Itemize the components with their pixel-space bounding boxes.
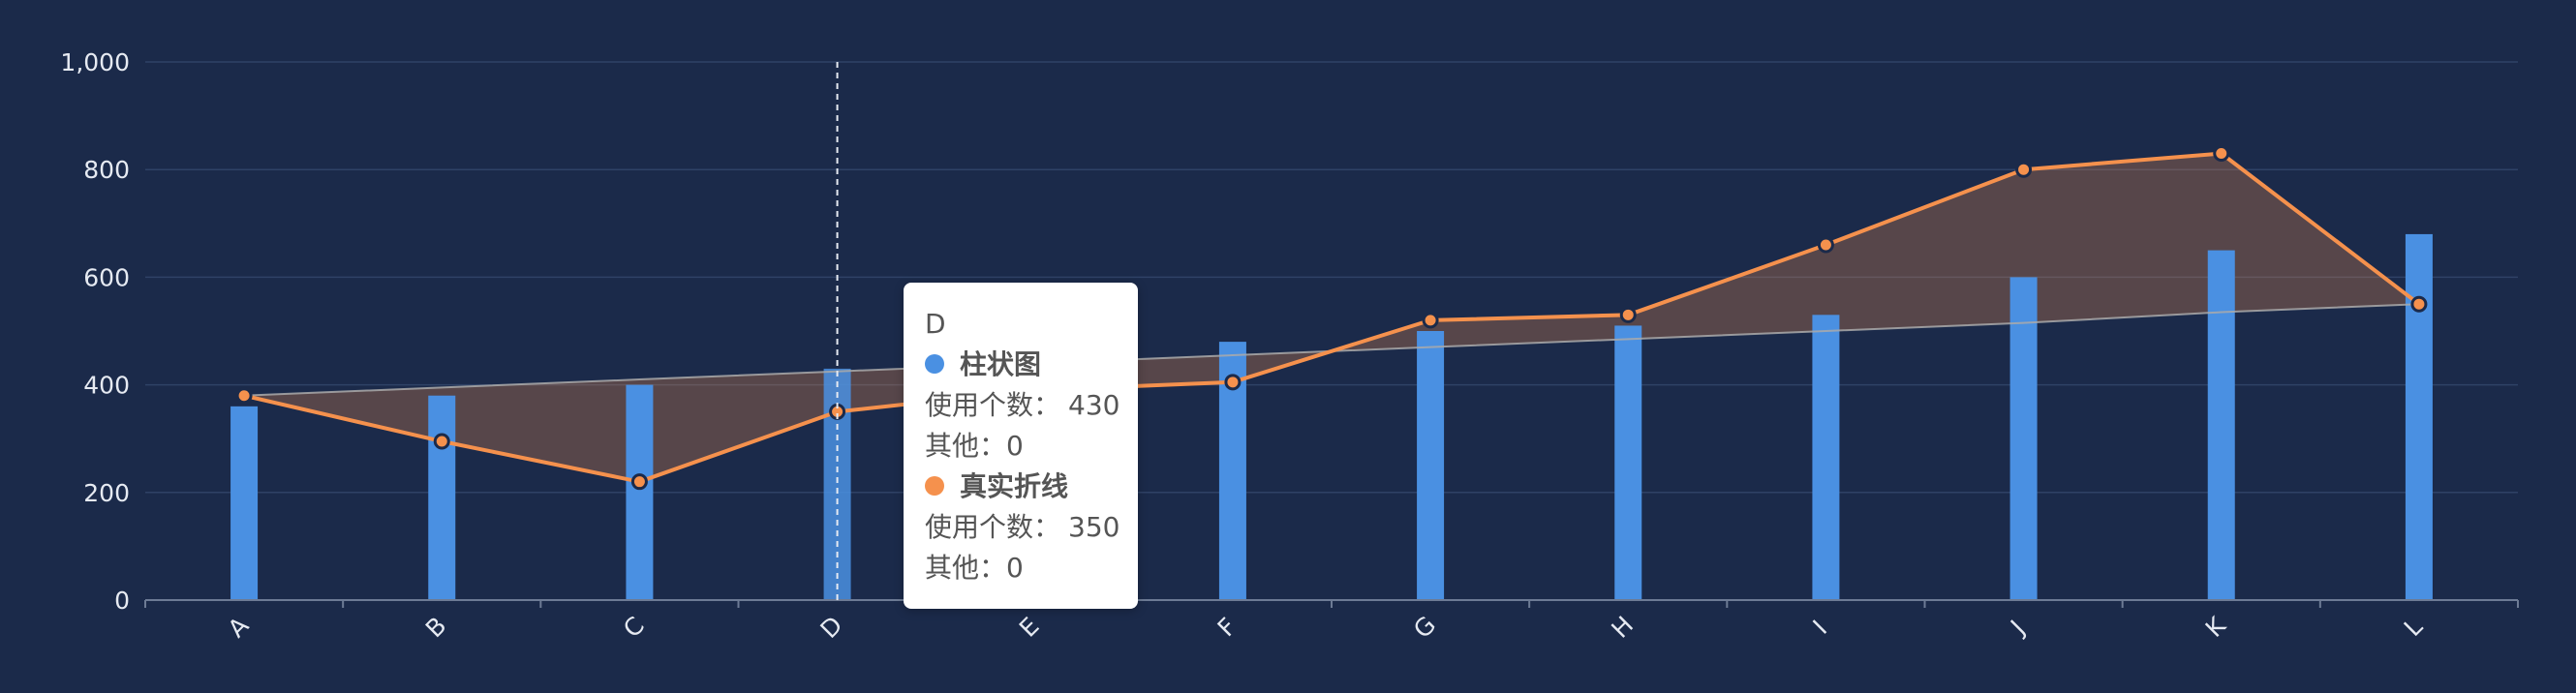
tooltip-line: 使用个数： 350	[925, 507, 1138, 548]
tooltip-label: 使用个数：	[925, 389, 1061, 421]
x-tick-label: D	[815, 611, 848, 644]
tooltip-series-line: 真实折线	[925, 467, 1138, 507]
tooltip-line: 其他：0	[925, 548, 1138, 588]
bar	[626, 384, 654, 600]
bar	[1812, 315, 1840, 600]
line-point	[1619, 306, 1637, 323]
tooltip-value: 350	[1068, 511, 1120, 543]
x-axis	[144, 599, 2519, 608]
tooltip-series-name: 真实折线	[960, 470, 1069, 502]
x-tick-label: L	[2399, 613, 2428, 642]
y-tick-label: 400	[83, 372, 130, 400]
line-point	[1817, 236, 1834, 254]
difference-area-shape	[244, 153, 2419, 482]
line-point	[630, 473, 648, 491]
line-legend-dot-icon	[925, 476, 944, 496]
bar	[428, 395, 456, 600]
tooltip-label: 使用个数：	[925, 511, 1061, 543]
tooltip-label: 其他：	[925, 430, 1007, 462]
tooltip-series-name: 柱状图	[960, 348, 1042, 380]
line-point	[2213, 145, 2230, 163]
tooltip-label: 其他：	[925, 552, 1007, 584]
y-tick-label: 1,000	[60, 48, 130, 76]
line-point	[2015, 161, 2033, 178]
bar	[2009, 277, 2038, 600]
bar	[230, 406, 259, 600]
tooltip-line: 其他：0	[925, 426, 1138, 467]
line-point	[2410, 295, 2428, 313]
x-tick-label: E	[1014, 612, 1045, 643]
x-tick-label: F	[1212, 613, 1242, 643]
x-tick-label: J	[2004, 615, 2030, 641]
x-tick-label: H	[1606, 611, 1639, 644]
line-point	[235, 387, 253, 405]
x-tick-label: A	[223, 612, 255, 644]
x-tick-label: G	[1408, 611, 1441, 644]
y-tick-label: 800	[83, 156, 130, 184]
x-axis-tick-labels: A B C D E F G H I J K L	[223, 611, 2428, 644]
bar-legend-dot-icon	[925, 354, 944, 374]
x-tick-label: K	[2200, 612, 2232, 644]
line-point	[1422, 312, 1439, 329]
bar-series	[230, 233, 2433, 601]
y-tick-label: 600	[83, 263, 130, 291]
tooltip-value: 0	[1006, 430, 1024, 462]
grid-lines	[145, 61, 2518, 494]
x-tick-label: C	[618, 612, 650, 644]
bar	[2207, 250, 2235, 600]
difference-area	[244, 153, 2419, 482]
bar	[1417, 331, 1445, 600]
y-axis-tick-labels: 0 200 400 600 800 1,000	[60, 48, 130, 615]
bar	[1614, 325, 1642, 600]
line-point	[433, 433, 450, 450]
tooltip-line: 使用个数： 430	[925, 385, 1138, 426]
line-point	[1224, 374, 1242, 391]
y-tick-label: 200	[83, 479, 130, 507]
bar	[2405, 233, 2433, 601]
real-line	[243, 151, 2421, 484]
tooltip-title: D	[925, 308, 946, 340]
y-tick-label: 0	[114, 587, 130, 615]
x-tick-label: B	[420, 612, 452, 644]
tooltip-value: 430	[1068, 389, 1120, 421]
line-series	[235, 145, 2428, 491]
x-tick-label: I	[1808, 615, 1833, 640]
tooltip-series-bar: 柱状图	[925, 345, 1138, 385]
tooltip-value: 0	[1006, 552, 1024, 584]
tooltip: D 柱状图 使用个数： 430 其他：0 真实折线 使用个数： 350 其他：0	[904, 283, 1138, 609]
